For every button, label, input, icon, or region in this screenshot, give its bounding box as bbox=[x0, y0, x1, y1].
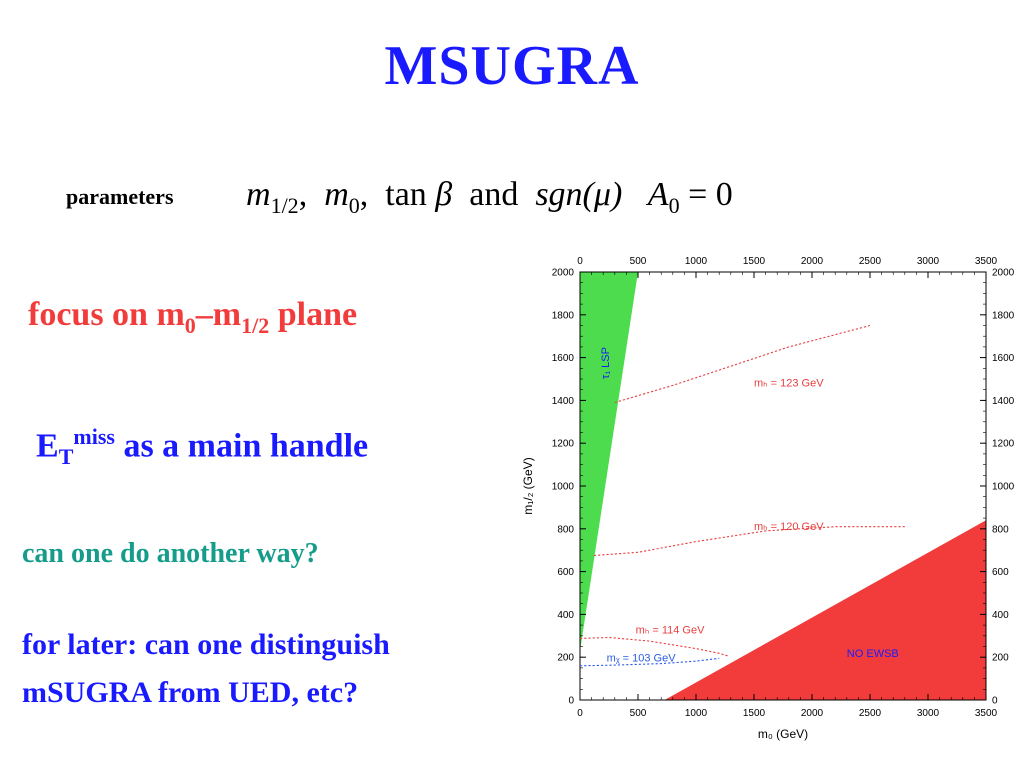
contour-line-1 bbox=[593, 526, 905, 557]
contour-line-3 bbox=[579, 657, 720, 667]
chart-annotation-4: NO EWSB bbox=[847, 648, 899, 660]
etmiss-handle-text: ETmiss as a main handle bbox=[36, 424, 368, 470]
slide-title: MSUGRA bbox=[384, 35, 640, 97]
y-tick-label-left-8: 1600 bbox=[552, 353, 575, 364]
chart-annotation-2: mₕ = 114 GeV bbox=[636, 625, 705, 637]
region-0 bbox=[580, 272, 638, 651]
chart-annotation-0: mₕ = 123 GeV bbox=[754, 377, 824, 389]
x-tick-label-top-4: 2000 bbox=[801, 256, 824, 267]
parameters-math: m1/2, m0, tan β and sgn(μ) A0 = 0 bbox=[246, 176, 733, 218]
x-tick-label-top-0: 0 bbox=[577, 256, 583, 267]
y-tick-label-right-1: 200 bbox=[992, 653, 1009, 664]
y-tick-label-left-7: 1400 bbox=[552, 396, 575, 407]
x-tick-label-bottom-1: 500 bbox=[630, 708, 647, 719]
x-tick-label-bottom-5: 2500 bbox=[859, 708, 882, 719]
x-tick-label-bottom-3: 1500 bbox=[743, 708, 766, 719]
parameters-label: parameters bbox=[66, 184, 174, 209]
y-tick-label-left-5: 1000 bbox=[552, 482, 575, 493]
y-tick-label-right-3: 600 bbox=[992, 567, 1009, 578]
a0-symbol: A bbox=[647, 176, 669, 213]
y-tick-label-right-6: 1200 bbox=[992, 439, 1015, 450]
x-tick-label-top-2: 1000 bbox=[685, 256, 708, 267]
y-tick-label-left-6: 1200 bbox=[552, 439, 575, 450]
contour-line-0 bbox=[614, 324, 871, 404]
y-tick-label-right-2: 400 bbox=[992, 610, 1009, 621]
later-text-line2: mSUGRA from UED, etc? bbox=[22, 676, 359, 709]
focus-sub-0: 0 bbox=[184, 312, 196, 338]
another-way-text: can one do another way? bbox=[22, 538, 319, 569]
tan-text: tan bbox=[385, 176, 427, 213]
y-tick-label-left-0: 0 bbox=[568, 696, 574, 707]
y-tick-label-left-2: 400 bbox=[557, 610, 574, 621]
focus-pre: focus on m bbox=[28, 296, 185, 333]
m0-symbol: m bbox=[324, 176, 349, 213]
y-tick-label-right-4: 800 bbox=[992, 524, 1009, 535]
x-tick-label-bottom-2: 1000 bbox=[685, 708, 708, 719]
chart-annotation-3: mᵪ = 103 GeV bbox=[607, 652, 677, 664]
x-tick-label-top-5: 2500 bbox=[859, 256, 882, 267]
y-tick-label-left-9: 1800 bbox=[552, 310, 575, 321]
msugra-plane-chart: 0050050010001000150015002000200025002500… bbox=[521, 256, 1015, 741]
later-text-line1: for later: can one distinguish bbox=[22, 628, 390, 661]
x-tick-label-top-3: 1500 bbox=[743, 256, 766, 267]
chart-annotation-5: τ₁ LSP bbox=[600, 347, 612, 379]
m0-subscript: 0 bbox=[348, 192, 360, 218]
x-axis-label: m₀ (GeV) bbox=[758, 727, 808, 741]
region-1 bbox=[664, 520, 986, 700]
x-tick-label-top-1: 500 bbox=[630, 256, 647, 267]
y-tick-label-right-8: 1600 bbox=[992, 353, 1015, 364]
x-tick-label-top-7: 3500 bbox=[975, 256, 998, 267]
focus-plane-text: focus on m0–m1/2 plane bbox=[28, 296, 357, 339]
etmiss-sub: T bbox=[58, 444, 74, 470]
a0-subscript: 0 bbox=[668, 192, 680, 218]
x-tick-label-top-6: 3000 bbox=[917, 256, 940, 267]
m-half-symbol: m bbox=[246, 176, 271, 213]
y-tick-label-right-7: 1400 bbox=[992, 396, 1015, 407]
focus-dash: –m bbox=[195, 296, 242, 333]
x-tick-label-bottom-7: 3500 bbox=[975, 708, 998, 719]
chart-annotation-1: mₕ = 120 GeV bbox=[754, 521, 824, 533]
etmiss-sup: miss bbox=[73, 424, 115, 449]
y-tick-label-right-10: 2000 bbox=[992, 268, 1015, 279]
y-tick-label-left-3: 600 bbox=[557, 567, 574, 578]
focus-sub-half: 1/2 bbox=[241, 312, 270, 338]
focus-post: plane bbox=[269, 296, 358, 333]
y-axis-label: m₁/₂ (GeV) bbox=[521, 457, 535, 514]
beta-symbol: β bbox=[435, 176, 453, 213]
a0-equals: = 0 bbox=[688, 176, 733, 213]
etmiss-post: as a main handle bbox=[114, 427, 369, 465]
y-tick-label-left-10: 2000 bbox=[552, 268, 575, 279]
x-tick-label-bottom-6: 3000 bbox=[917, 708, 940, 719]
y-tick-label-right-9: 1800 bbox=[992, 310, 1015, 321]
sgn-mu-text: sgn(μ) bbox=[535, 176, 623, 213]
y-tick-label-right-5: 1000 bbox=[992, 482, 1015, 493]
y-tick-label-left-1: 200 bbox=[557, 653, 574, 664]
m-half-subscript: 1/2 bbox=[270, 192, 299, 218]
y-tick-label-right-0: 0 bbox=[992, 696, 998, 707]
y-tick-label-left-4: 800 bbox=[557, 524, 574, 535]
x-tick-label-bottom-4: 2000 bbox=[801, 708, 824, 719]
x-tick-label-bottom-0: 0 bbox=[577, 708, 583, 719]
etmiss-e: E bbox=[36, 427, 59, 465]
and-text: and bbox=[469, 176, 519, 213]
contour-line-2 bbox=[579, 636, 729, 657]
